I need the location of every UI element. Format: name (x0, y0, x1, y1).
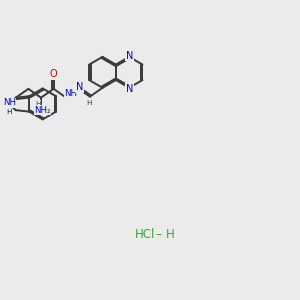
Text: H: H (87, 100, 92, 106)
Text: H: H (7, 109, 12, 115)
Text: HCl: HCl (135, 228, 155, 241)
Text: NH₂: NH₂ (34, 106, 51, 115)
Text: N: N (126, 84, 134, 94)
Text: N: N (76, 82, 83, 92)
Text: NH: NH (3, 98, 16, 107)
Text: –: – (155, 228, 161, 241)
Text: H: H (76, 86, 81, 92)
Text: NH: NH (64, 89, 77, 98)
Text: O: O (50, 69, 57, 79)
Text: N: N (126, 51, 134, 61)
Text: H: H (35, 100, 41, 106)
Text: H: H (166, 228, 174, 241)
